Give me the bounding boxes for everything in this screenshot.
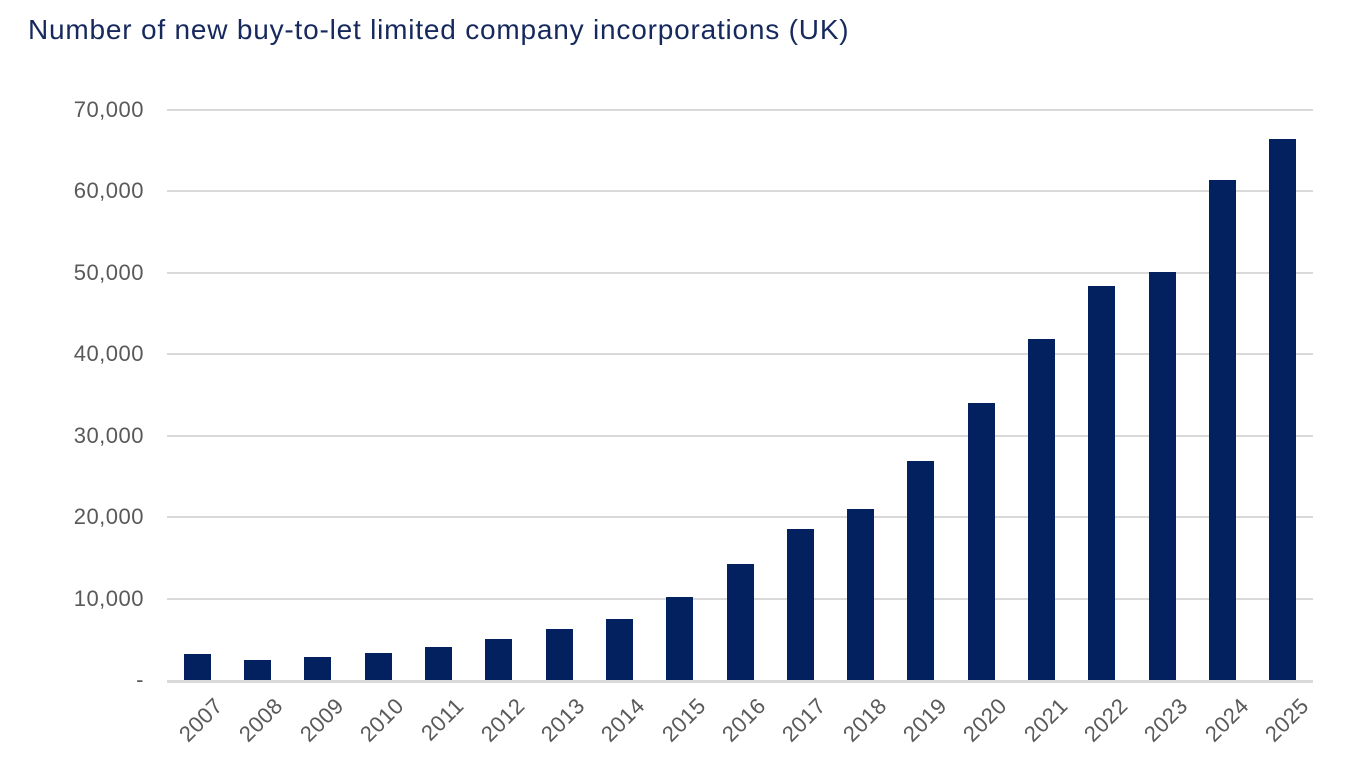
bar-2012 xyxy=(485,639,513,680)
y-axis-label: 60,000 xyxy=(73,178,144,204)
y-axis-label: 30,000 xyxy=(73,422,144,448)
bar-2020 xyxy=(967,402,995,680)
plot-area xyxy=(167,109,1313,683)
bar-2017 xyxy=(786,528,814,680)
y-axis-label: - xyxy=(136,667,144,692)
bar-2015 xyxy=(666,596,694,680)
x-axis-baseline xyxy=(167,680,1313,683)
bar-2023 xyxy=(1148,272,1176,680)
gridline xyxy=(167,353,1313,356)
bar-2018 xyxy=(847,509,875,680)
gridline xyxy=(167,190,1313,193)
gridline xyxy=(167,516,1313,519)
chart-title: Number of new buy-to-let limited company… xyxy=(28,14,850,45)
bar-2010 xyxy=(364,653,392,680)
gridline xyxy=(167,271,1313,274)
y-axis-label: 50,000 xyxy=(73,259,144,285)
bar-2021 xyxy=(1028,338,1056,680)
gridline xyxy=(167,109,1313,111)
bar-2014 xyxy=(605,618,633,680)
bar-2019 xyxy=(907,460,935,680)
x-axis: 2007 2008 2009 2010 2011 2012 2013 2014 2015 2016… xyxy=(167,680,1313,780)
gridline xyxy=(167,434,1313,437)
y-axis-label: 20,000 xyxy=(73,504,144,530)
y-axis-label: 10,000 xyxy=(73,585,144,611)
bar-2008 xyxy=(243,660,271,680)
bar-2022 xyxy=(1088,285,1116,680)
bar-2011 xyxy=(424,646,452,680)
bar-2024 xyxy=(1209,180,1237,680)
bar-2013 xyxy=(545,629,573,680)
y-axis-label: 70,000 xyxy=(73,97,144,122)
bar-2025 xyxy=(1269,138,1297,680)
bar-2009 xyxy=(304,657,332,680)
bar-2007 xyxy=(183,653,211,680)
bar-2016 xyxy=(726,563,754,680)
y-axis-label: 40,000 xyxy=(73,341,144,367)
